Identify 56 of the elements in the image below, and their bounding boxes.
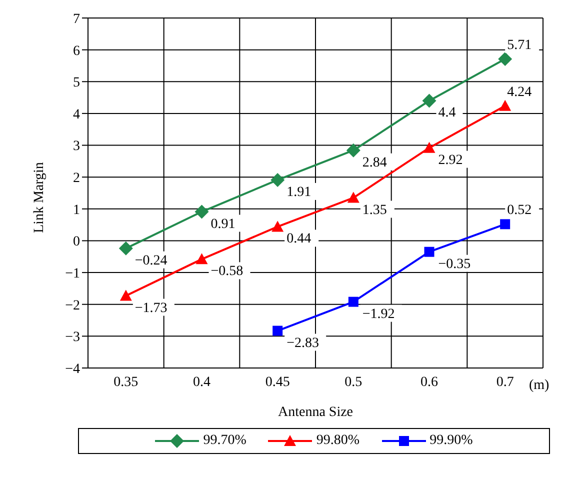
point — [347, 192, 360, 203]
y-tick-label: 2 — [73, 171, 80, 186]
point — [499, 100, 512, 111]
y-tick-label: −3 — [65, 330, 80, 346]
legend-label: 99.90% — [430, 433, 473, 449]
y-tick-label: 4 — [73, 107, 80, 122]
data-label: 0.52 — [507, 203, 532, 218]
x-axis-title: Antenna Size — [278, 405, 354, 420]
data-label: −1.73 — [134, 300, 168, 316]
data-label: 1.35 — [362, 202, 387, 218]
data-label: −2.83 — [286, 336, 319, 351]
point — [498, 52, 512, 66]
data-label: 1.91 — [286, 184, 312, 200]
point — [424, 246, 434, 257]
x-tick-label: 0.7 — [496, 374, 514, 390]
x-tick-label: 0.45 — [265, 374, 290, 390]
data-label: 2.84 — [362, 155, 387, 170]
legend-label: 99.80% — [316, 433, 360, 449]
data-label: −1.92 — [362, 306, 395, 322]
y-axis-title: Link Margin — [32, 162, 47, 233]
point — [348, 296, 358, 307]
point — [118, 241, 133, 256]
point — [196, 253, 208, 264]
y-tick-label: 1 — [73, 202, 80, 218]
data-label: −0.24 — [134, 253, 168, 268]
point — [272, 220, 284, 232]
y-tick-label: 6 — [73, 44, 80, 59]
legend-label: 99.70% — [203, 433, 246, 449]
y-tick-label: 5 — [73, 76, 80, 91]
data-label: 2.92 — [438, 152, 463, 168]
point — [423, 142, 436, 153]
data-label: −0.35 — [438, 256, 471, 272]
data-label: 4.24 — [507, 84, 532, 100]
data-label: 4.4 — [438, 106, 456, 121]
y-tick-label: −1 — [65, 266, 80, 282]
y-tick-label: 0 — [73, 234, 80, 250]
point — [272, 326, 283, 336]
point — [500, 219, 510, 230]
data-label: 0.91 — [210, 216, 236, 232]
data-label: 5.71 — [507, 38, 532, 54]
point — [270, 172, 285, 187]
y-tick-label: −2 — [65, 298, 80, 314]
x-tick-label: 0.4 — [193, 374, 210, 390]
y-tick-label: 7 — [73, 12, 80, 27]
y-tick-label: −4 — [65, 362, 80, 377]
data-label: 0.44 — [286, 232, 312, 247]
point — [120, 290, 132, 301]
y-tick-label: 3 — [73, 139, 80, 154]
x-tick-label: 0.5 — [344, 374, 362, 390]
point — [422, 94, 436, 108]
x-tick-label: 0.35 — [114, 374, 138, 390]
point — [346, 143, 360, 158]
point — [194, 204, 209, 219]
data-label: −0.58 — [210, 264, 244, 280]
text: (m) — [529, 378, 550, 393]
x-tick-label: 0.6 — [420, 374, 438, 390]
